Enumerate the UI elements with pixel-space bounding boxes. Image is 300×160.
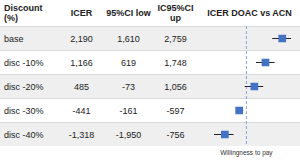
html-text:base: base bbox=[4, 33, 24, 44]
html-text:1,166: 1,166 bbox=[70, 57, 93, 68]
html-text:disc -40%: disc -40% bbox=[4, 129, 44, 140]
html-text:disc -30%: disc -30% bbox=[4, 105, 44, 116]
html-text:Discount (%): Discount (%) bbox=[4, 3, 43, 23]
html-text:ICER: ICER bbox=[70, 8, 93, 18]
html-text:95%CI low: 95%CI low bbox=[106, 8, 151, 18]
html-text:1,748: 1,748 bbox=[164, 57, 187, 68]
html-text:2,190: 2,190 bbox=[70, 33, 93, 44]
html-text:1,056: 1,056 bbox=[164, 81, 187, 92]
html-text:-73: -73 bbox=[122, 81, 135, 92]
html-text:disc -20%: disc -20% bbox=[4, 81, 44, 92]
html-text:-1,318: -1,318 bbox=[68, 129, 95, 140]
html-text:485: 485 bbox=[74, 81, 89, 92]
html-text:-756: -756 bbox=[166, 129, 185, 140]
html-text:619: 619 bbox=[121, 57, 136, 68]
html-text:-441: -441 bbox=[72, 105, 91, 116]
svg-text:Willingness to pay: Willingness to pay bbox=[220, 149, 273, 157]
html-text:ICER DOAC vs ACN: ICER DOAC vs ACN bbox=[207, 8, 292, 18]
html-text:-597: -597 bbox=[166, 105, 185, 116]
html-text:-161: -161 bbox=[119, 105, 138, 116]
html-text:-1,950: -1,950 bbox=[115, 129, 142, 140]
html-text:1,610: 1,610 bbox=[117, 33, 140, 44]
html-text:disc -10%: disc -10% bbox=[4, 57, 44, 68]
html-text:2,759: 2,759 bbox=[164, 33, 187, 44]
html-text:IC95%CI up: IC95%CI up bbox=[157, 3, 194, 23]
